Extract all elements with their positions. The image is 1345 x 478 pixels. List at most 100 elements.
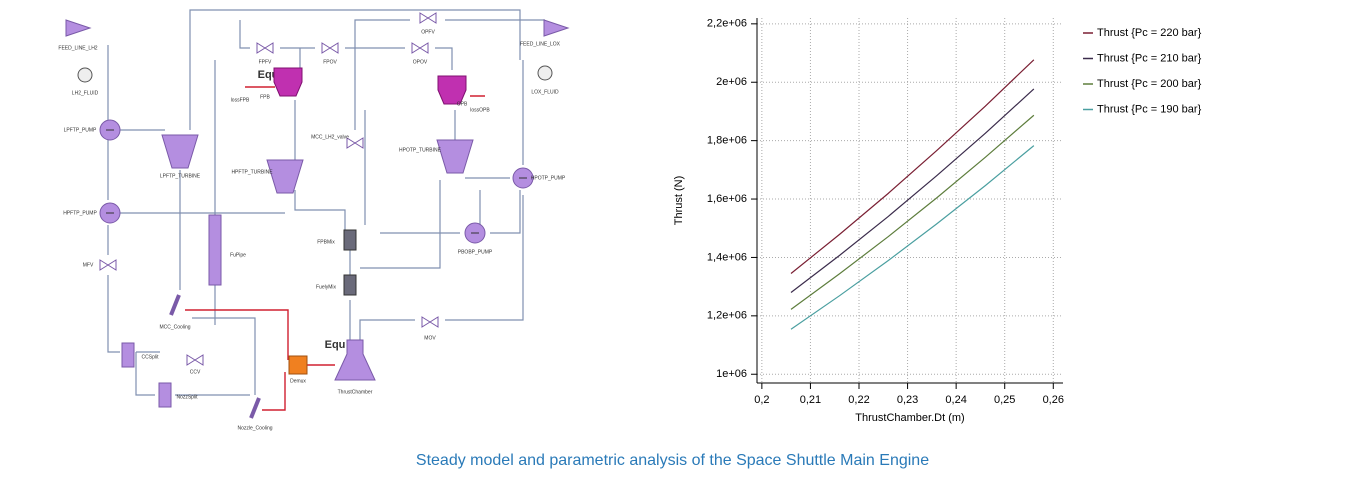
component-label: FPB	[260, 94, 270, 100]
component: MCC_LH2_valve	[311, 134, 364, 149]
component-label: OPFV	[421, 29, 435, 35]
burner-icon	[273, 67, 303, 97]
component: HPFTP_TURBINE	[231, 159, 304, 194]
component: Equ	[258, 69, 279, 81]
component: OPFV	[419, 12, 437, 35]
component: Nozzle_Cooling	[237, 397, 273, 431]
component: FPB	[260, 67, 303, 100]
split-icon	[158, 382, 172, 408]
component-label: ThrustChamber	[338, 389, 373, 395]
component-label: LOX_FLUID	[531, 89, 559, 95]
component-label: FuelyMix	[316, 284, 337, 290]
component-label: lossOPB	[470, 107, 490, 113]
y-tick-label: 1,6e+06	[707, 193, 747, 205]
cooling-icon	[249, 397, 261, 419]
series-line	[790, 114, 1035, 310]
component: Demux	[288, 355, 308, 384]
component: ThrustChamber	[334, 339, 376, 395]
x-tick-label: 0,23	[897, 394, 918, 406]
component: MCC_Cooling	[159, 294, 191, 330]
cooling-icon	[169, 294, 181, 316]
component: LPFTP_TURBINE	[160, 134, 201, 179]
component: FEED_LINE_LH2	[58, 19, 98, 51]
component-label: HPFTP_PUMP	[63, 210, 97, 216]
component: PBOBP_PUMP	[458, 222, 493, 255]
feed-icon	[543, 19, 570, 37]
component-label: FEED_LINE_LH2	[58, 45, 97, 51]
component-label: HPFTP_TURBINE	[231, 169, 273, 175]
x-tick-label: 0,25	[994, 394, 1015, 406]
component-label: MFV	[83, 262, 94, 268]
split-icon	[121, 342, 135, 368]
x-tick-label: 0,21	[800, 394, 821, 406]
x-tick-label: 0,24	[945, 394, 966, 406]
series-line	[790, 88, 1035, 293]
pipe-icon	[208, 214, 222, 286]
nozzle-icon	[334, 339, 376, 381]
x-tick-label: 0,22	[848, 394, 869, 406]
component-label: LPFTP_PUMP	[64, 127, 97, 133]
valve-icon	[346, 137, 364, 149]
feed-icon	[65, 19, 92, 37]
y-tick-label: 2e+06	[716, 76, 747, 88]
component-label: FPOV	[323, 59, 337, 65]
component: FuelyMix	[316, 274, 357, 296]
component-label: MCC_LH2_valve	[311, 134, 349, 140]
component-label: Equ	[325, 339, 346, 351]
valve-icon	[186, 354, 204, 366]
burner-icon	[437, 75, 467, 105]
component-label: OPOV	[413, 59, 428, 65]
valve-icon	[256, 42, 274, 54]
x-tick-label: 0,2	[754, 394, 769, 406]
component-label: lossFPB	[231, 97, 250, 103]
component-label: CCSplit	[142, 354, 160, 360]
component-label: LPFTP_TURBINE	[160, 173, 201, 179]
component-label: LH2_FLUID	[72, 90, 99, 96]
component: LOX_FLUID	[531, 65, 559, 95]
mix-icon	[343, 229, 357, 251]
chart: 1e+06 1,2e+06 1,4e+06 1,6e+06 1,8e+06 2e+06 2,…	[673, 18, 1202, 424]
component: LH2_FLUID	[72, 67, 99, 96]
component: CCV	[186, 354, 204, 375]
component-label: FEED_LINE_LOX	[520, 41, 561, 47]
x-axis-label: ThrustChamber.Dt (m)	[855, 412, 964, 424]
red-connections	[185, 86, 485, 411]
component: MOV	[421, 316, 439, 341]
legend-label: Thrust {Pc = 200 bar}	[1097, 78, 1202, 90]
y-tick-label: 1,4e+06	[707, 251, 747, 263]
turbine-icon	[266, 159, 304, 194]
component-label: FPFV	[259, 59, 272, 65]
component-label: PBOBP_PUMP	[458, 249, 493, 255]
legend-label: Thrust {Pc = 190 bar}	[1097, 103, 1202, 115]
component: FPOV	[321, 42, 339, 65]
series-line	[790, 59, 1035, 274]
component: FPBMix	[317, 229, 357, 251]
connections	[107, 9, 545, 396]
valve-icon	[321, 42, 339, 54]
component: HPOTP_PUMP	[512, 167, 566, 189]
valve-icon	[421, 316, 439, 328]
turbine-icon	[161, 134, 199, 169]
fluid-icon	[537, 65, 553, 81]
component-label: HPOTP_PUMP	[531, 175, 566, 181]
turbine-icon	[436, 139, 474, 174]
legend-label: Thrust {Pc = 210 bar}	[1097, 52, 1202, 64]
mix-icon	[343, 274, 357, 296]
component: FEED_LINE_LOX	[520, 19, 570, 47]
component: lossOPB	[470, 107, 490, 113]
y-tick-label: 2,2e+06	[707, 18, 747, 30]
component: NozzSplit	[158, 382, 198, 408]
component-label: FPBMix	[317, 239, 335, 245]
component: Equ	[325, 339, 346, 351]
component-label: Demux	[290, 378, 306, 384]
series-line	[790, 145, 1035, 330]
x-tick-label: 0,26	[1043, 394, 1064, 406]
component-label: Equ	[258, 69, 279, 81]
demux-icon	[288, 355, 308, 375]
component: HPOTP_TURBINE	[399, 139, 474, 174]
diagram: FEED_LINE_LH2 LH2_FLUID LPFTP_PUMP LPFTP_TU…	[58, 12, 570, 431]
component: FuPipe	[208, 214, 246, 286]
component: MFV	[83, 259, 117, 271]
